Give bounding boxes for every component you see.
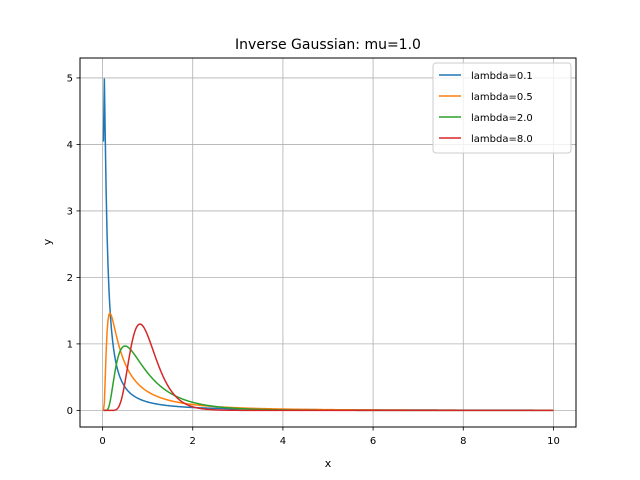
- legend-label: lambda=0.1: [471, 71, 533, 82]
- x-tick-label: 8: [460, 436, 466, 447]
- x-tick-label: 6: [370, 436, 376, 447]
- legend-label: lambda=0.5: [471, 92, 533, 103]
- x-tick-label: 10: [547, 436, 560, 447]
- y-tick-label: 3: [67, 206, 73, 217]
- y-axis-label: y: [41, 238, 54, 245]
- y-tick-label: 4: [67, 140, 73, 151]
- legend-box: [432, 62, 572, 154]
- series-line-4: [103, 323, 554, 412]
- plot-frame: [79, 57, 577, 428]
- x-tick-label: 2: [190, 436, 196, 447]
- chart-title: Inverse Gaussian: mu=1.0: [235, 37, 421, 53]
- legend: lambda=0.1 lambda=0.5 lambda=2.0 lambda=8.0: [432, 62, 572, 154]
- y-tick-label: 2: [67, 273, 73, 284]
- x-axis: 0 2 4 6 8 10: [99, 427, 560, 447]
- y-tick-label: 5: [67, 73, 73, 84]
- y-tick-label: 1: [67, 339, 73, 350]
- plot-lines: [102, 78, 554, 412]
- legend-label: lambda=8.0: [471, 134, 533, 145]
- legend-label: lambda=2.0: [471, 113, 533, 124]
- y-axis: 0 1 2 3 4 5: [67, 73, 80, 417]
- y-tick-label: 0: [67, 406, 73, 417]
- x-tick-label: 0: [99, 436, 105, 447]
- x-axis-label: x: [325, 457, 332, 470]
- x-tick-label: 4: [280, 436, 286, 447]
